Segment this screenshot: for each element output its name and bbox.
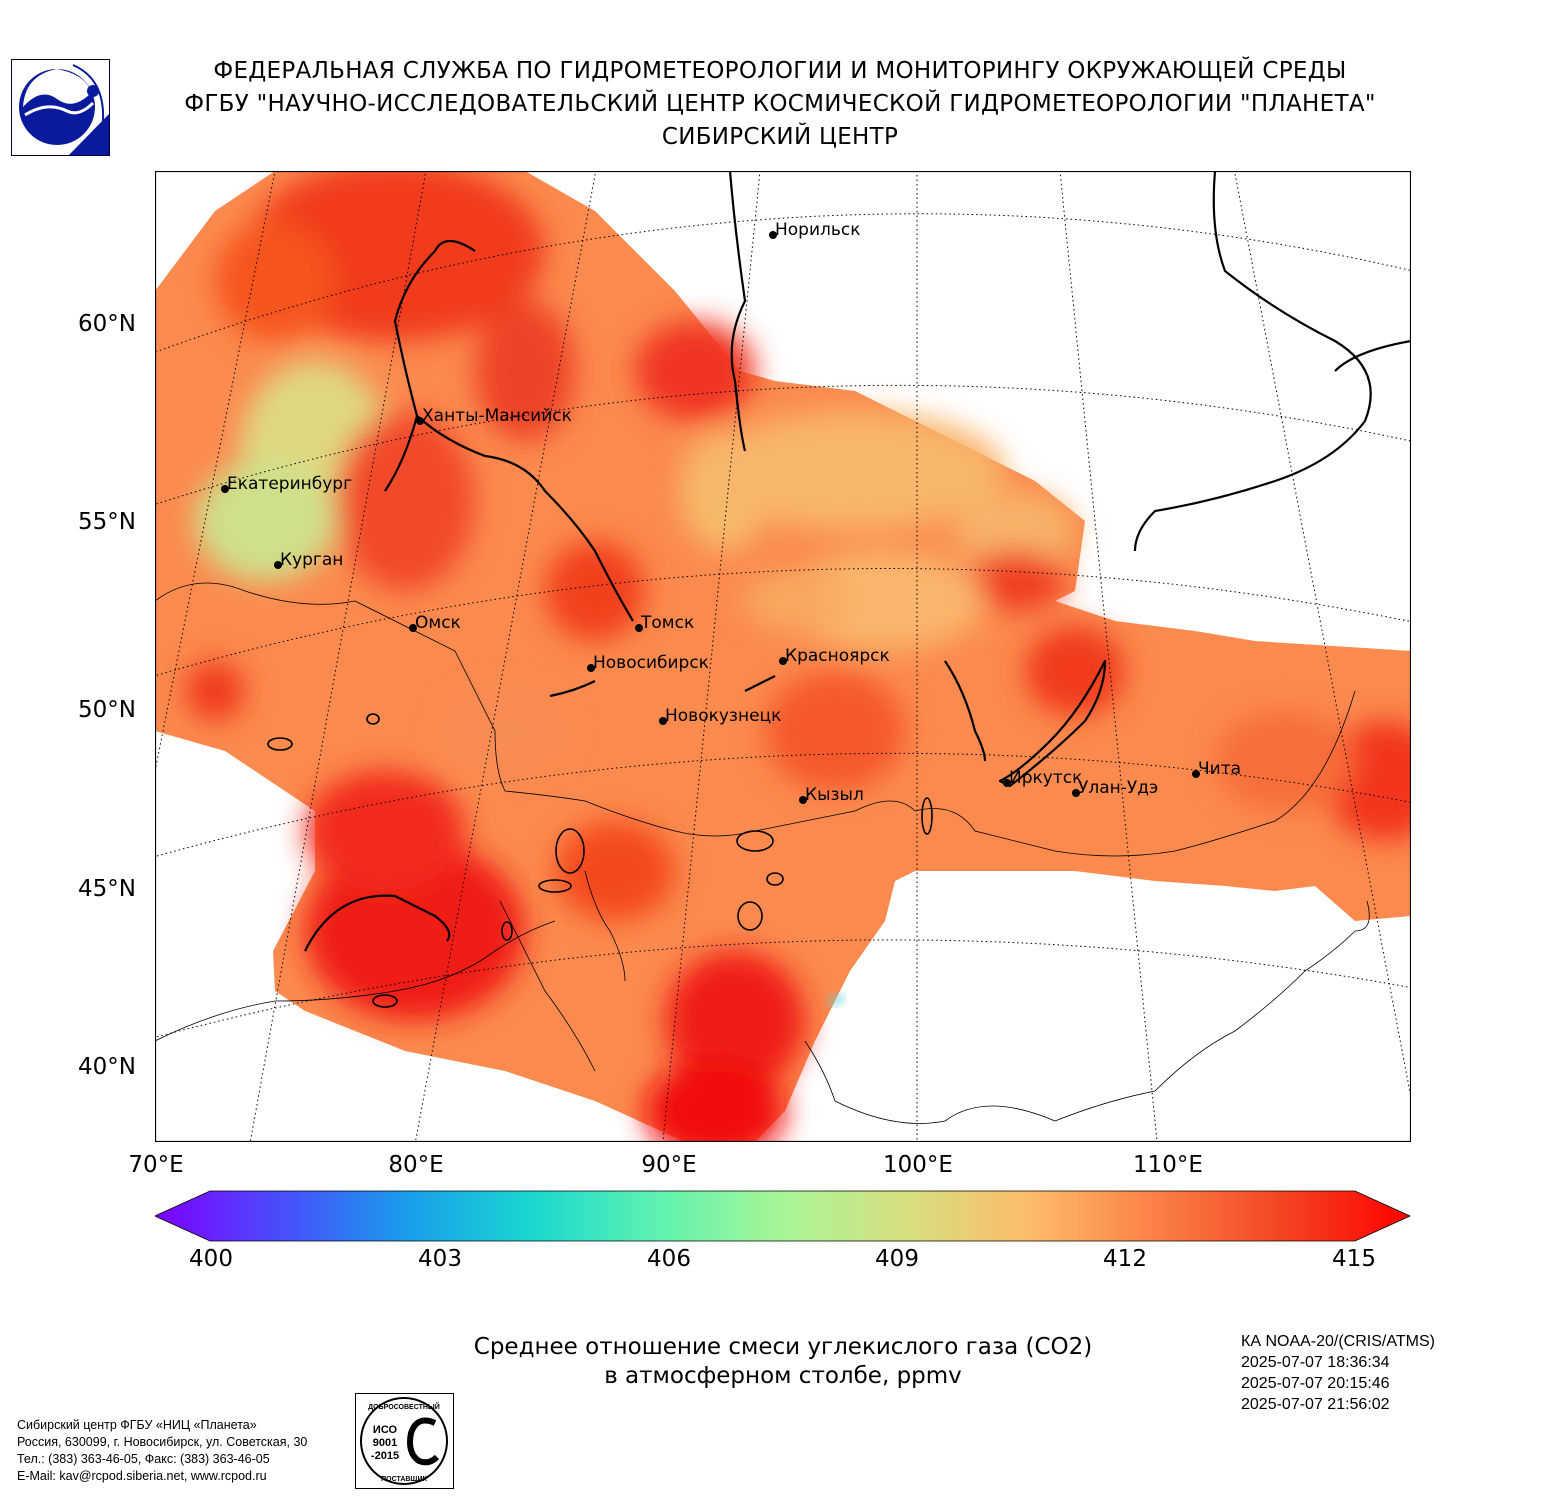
header-line-3: СИБИРСКИЙ ЦЕНТР [661,124,899,150]
city-label-ulan-ude: Улан-Удэ [1078,778,1158,798]
lakes [267,713,933,1008]
stamp-top-text: ДОБРОСОВЕСТНЫЙ [368,1402,440,1411]
lat-label-40: 40°N [78,1054,136,1080]
stamp-iso-1: ИСО [373,1424,398,1436]
lat-label-45: 45°N [78,876,136,902]
colorbar-tick-406: 406 [647,1246,691,1272]
city-label-norilsk: Норильск [775,220,861,240]
lon-label-70: 70°E [128,1152,184,1178]
city-label-kurgan: Курган [280,550,343,570]
contact-line-1: Сибирский центр ФГБУ «НИЦ «Планета» [17,1418,257,1432]
lon-label-110: 110°E [1133,1152,1203,1178]
city-label-chita: Чита [1198,759,1241,779]
colorbar [155,1190,1411,1242]
colorbar-tick-409: 409 [875,1246,919,1272]
co2-map: Норильск Ханты-Мансийск Екатеринбург Кур… [155,171,1411,1142]
city-label-kyzyl: Кызыл [805,785,864,805]
header-line-1: ФЕДЕРАЛЬНАЯ СЛУЖБА ПО ГИДРОМЕТЕОРОЛОГИИ … [213,58,1347,84]
stamp-bottom-text: ПОСТАВЩИК [381,1476,427,1483]
city-label-novokuznetsk: Новокузнецк [665,706,781,726]
planeta-logo-icon [11,59,110,156]
map-frame [155,171,1411,1142]
stamp-iso-3: -2015 [371,1450,399,1462]
city-dot-norilsk [769,231,777,239]
city-dot-novosibirsk [587,664,595,672]
country-borders [155,582,1370,1124]
city-dot-omsk [409,624,417,632]
city-label-ekaterinburg: Екатеринбург [227,474,352,494]
co2-field [155,171,1411,1142]
city-dot-kyzyl [799,796,807,804]
satellite-pass-3: 2025-07-07 21:56:02 [1241,1396,1390,1413]
city-label-krasnoyarsk: Красноярск [785,646,890,666]
city-label-omsk: Омск [415,613,461,633]
graticule [155,171,1411,1142]
colorbar-tick-403: 403 [418,1246,462,1272]
contact-line-3: Тел.: (383) 363-46-05, Факс: (383) 363-4… [17,1452,270,1466]
colorbar-tick-415: 415 [1332,1246,1376,1272]
map-title-line-1: Среднее отношение смеси углекислого газа… [473,1334,1093,1360]
city-dot-chita [1192,770,1200,778]
satellite-name: КА NOAA-20/(CRIS/ATMS) [1241,1333,1435,1350]
city-dot-novokuznetsk [659,717,667,725]
satellite-pass-1: 2025-07-07 18:36:34 [1241,1354,1390,1371]
city-label-tomsk: Томск [640,613,694,633]
city-dot-krasnoyarsk [779,657,787,665]
lat-label-50: 50°N [78,697,136,723]
iso-stamp-icon: ДОБРОСОВЕСТНЫЙ ИСО 9001 -2015 ПОСТАВЩИК [355,1393,454,1489]
contact-line-2: Россия, 630099, г. Новосибирск, ул. Сове… [17,1435,308,1449]
colorbar-tick-400: 400 [189,1246,233,1272]
city-label-khanty-mansiysk: Ханты-Мансийск [422,406,572,426]
lon-label-100: 100°E [883,1152,953,1178]
city-dot-ulan-ude [1072,789,1080,797]
satellite-pass-2: 2025-07-07 20:15:46 [1241,1375,1390,1392]
lon-label-80: 80°E [388,1152,444,1178]
header-line-2: ФГБУ "НАУЧНО-ИССЛЕДОВАТЕЛЬСКИЙ ЦЕНТР КОС… [184,91,1376,117]
city-markers: Норильск Ханты-Мансийск Екатеринбург Кур… [221,220,1241,805]
map-title-line-2: в атмосферном столбе, ppmv [604,1363,962,1389]
city-label-irkutsk: Иркутск [1009,768,1082,788]
city-dot-irkutsk [1003,779,1011,787]
colorbar-tick-412: 412 [1103,1246,1147,1272]
contact-line-4: E-Mail: kav@rcpod.siberia.net, www.rcpod… [17,1469,267,1483]
city-dot-tomsk [635,624,643,632]
lon-label-90: 90°E [641,1152,697,1178]
lat-label-60: 60°N [78,311,136,337]
city-dot-khanty-mansiysk [416,417,424,425]
rivers [304,171,1411,952]
city-dot-kurgan [274,561,282,569]
lat-label-55: 55°N [78,509,136,535]
stamp-iso-2: 9001 [373,1437,397,1449]
city-dot-ekaterinburg [221,485,229,493]
city-label-novosibirsk: Новосибирск [593,653,709,673]
